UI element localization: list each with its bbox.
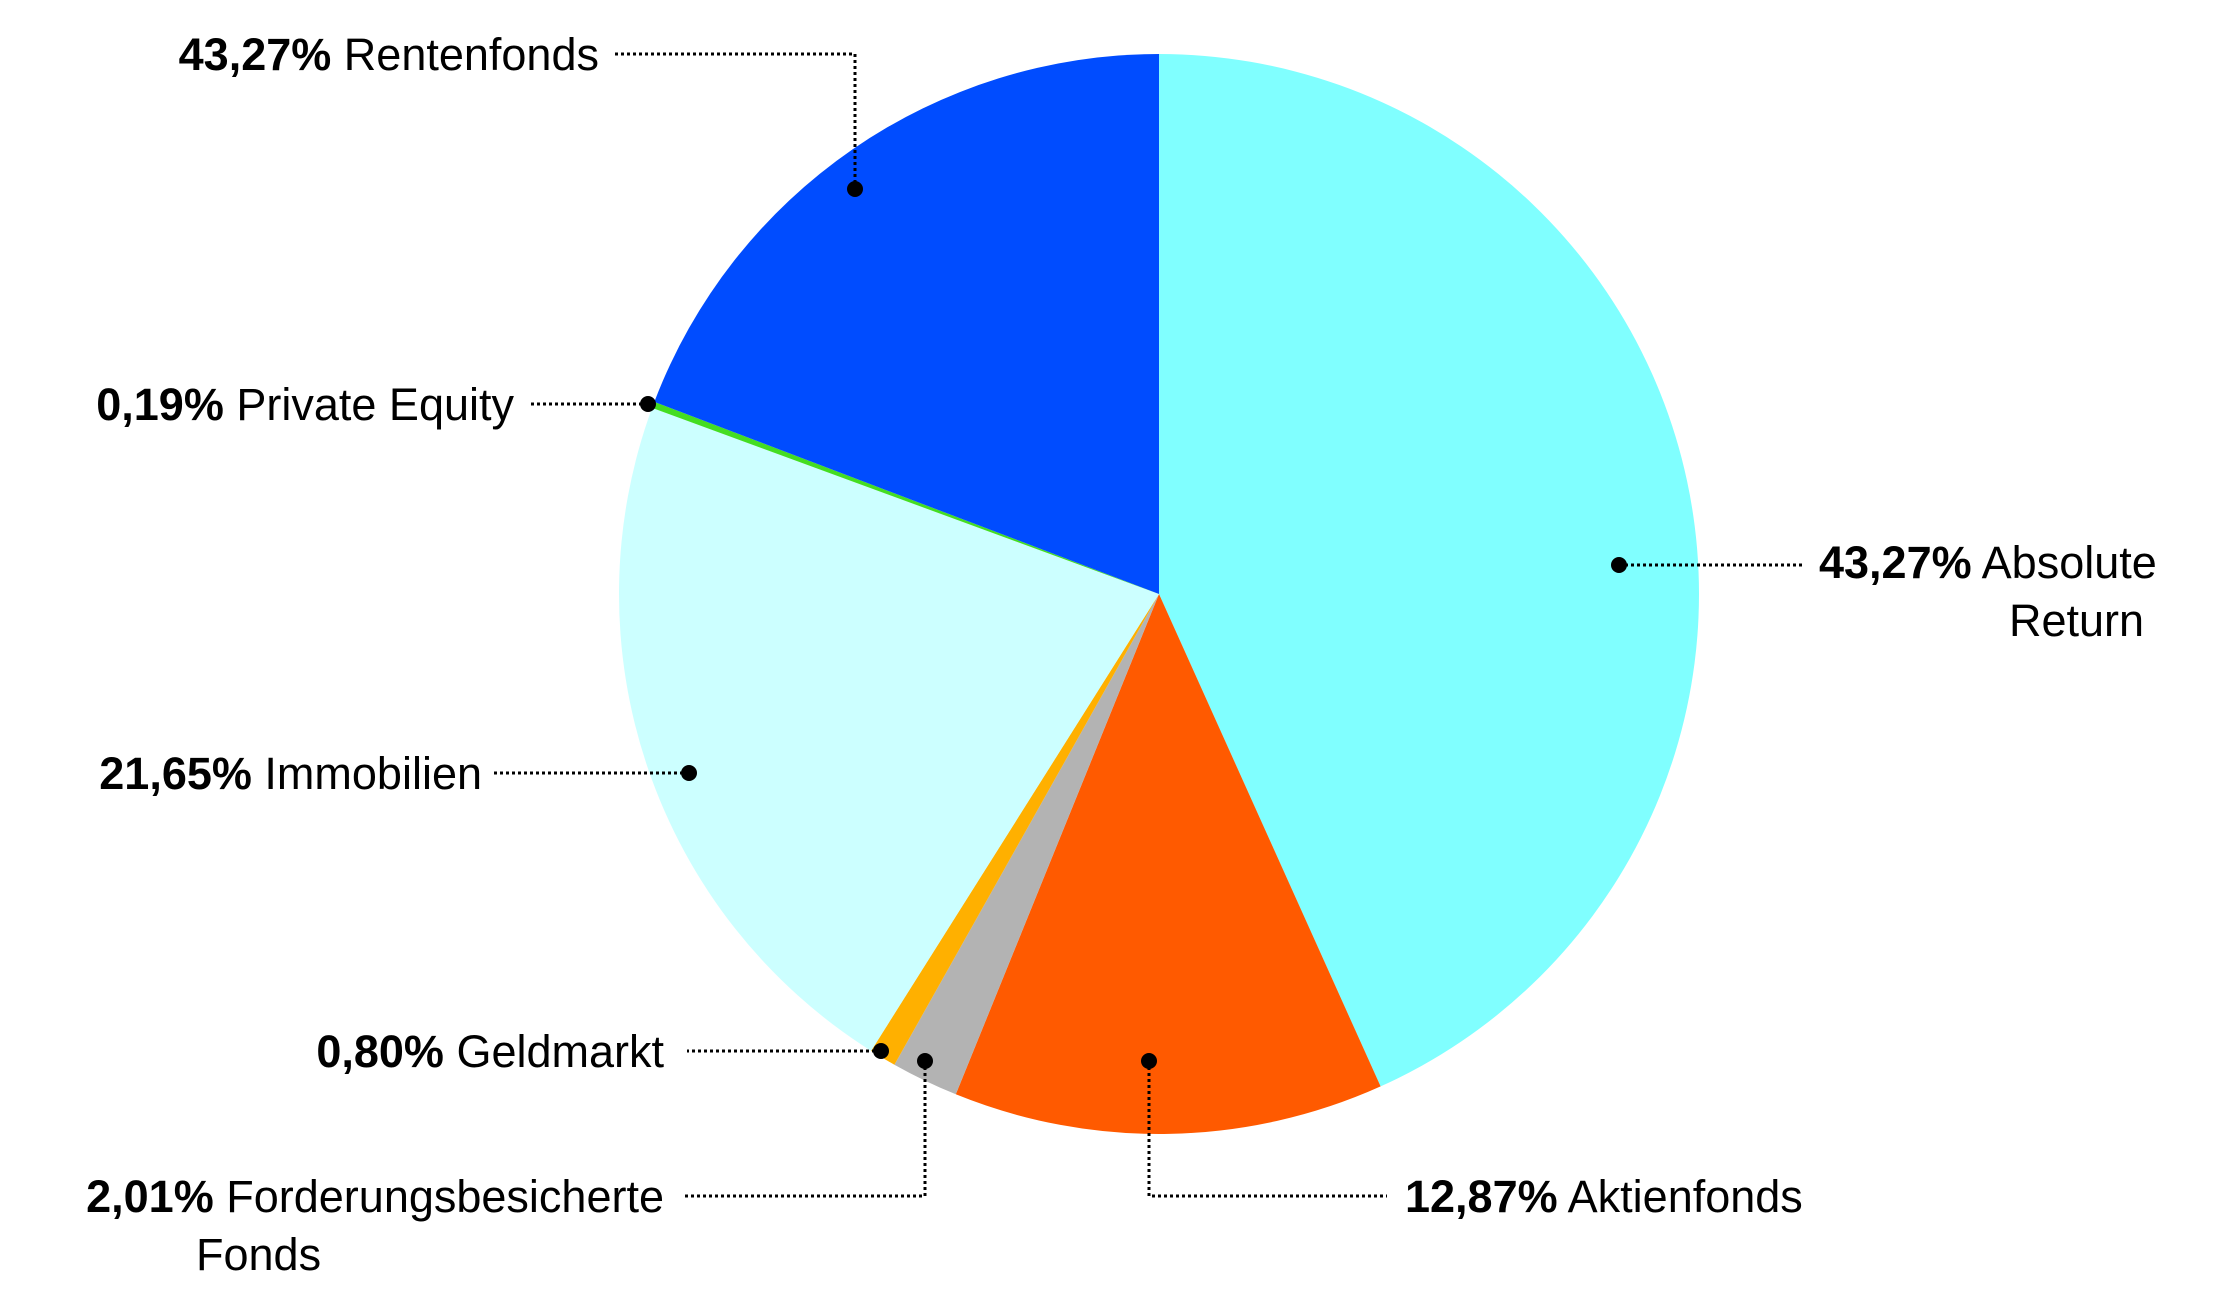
svg-text:43,27% Rentenfonds: 43,27% Rentenfonds (179, 29, 599, 80)
leader-dot (873, 1043, 889, 1059)
leader-dot (1141, 1053, 1157, 1069)
pie-slice-geldmarkt (871, 594, 1159, 1065)
pie-slice-absolute (1159, 54, 1699, 1087)
slice-label: Absolute (1982, 537, 2157, 588)
leader-dot (1611, 557, 1627, 573)
slice-percent: 0,80% (316, 1026, 444, 1077)
svg-text:0,80% Geldmarkt: 0,80% Geldmarkt (316, 1026, 664, 1077)
pie-slice-aktienfonds (955, 594, 1381, 1134)
label-absolute-return: 43,27% Absolute Return (1611, 537, 2157, 646)
leader-line (613, 52, 857, 189)
svg-text:12,87% Aktienfonds: 12,87% Aktienfonds (1405, 1171, 1803, 1222)
slice-label: Rentenfonds (344, 29, 599, 80)
svg-text:21,65% Immobilien: 21,65% Immobilien (99, 748, 482, 799)
leader-dot (681, 765, 697, 781)
slice-percent: 12,87% (1405, 1171, 1558, 1222)
svg-text:0,19% Private Equity: 0,19% Private Equity (96, 379, 514, 430)
label-aktienfonds: 12,87% Aktienfonds (1141, 1053, 1803, 1222)
slice-percent: 2,01% (86, 1171, 214, 1222)
leader-dot (640, 396, 656, 412)
label-rentenfonds: 43,27% Rentenfonds (179, 29, 863, 197)
leader-dot (917, 1053, 933, 1069)
label-geldmarkt: 0,80% Geldmarkt (316, 1026, 889, 1077)
slice-percent: 43,27% (179, 29, 332, 80)
leader-line (1147, 1061, 1387, 1198)
leader-dot (847, 181, 863, 197)
pie-slice-immobilien (619, 407, 1159, 1051)
slice-label: Geldmarkt (456, 1026, 664, 1077)
slice-label-line2: Return (2009, 595, 2144, 646)
slice-label-line2: Fonds (196, 1229, 321, 1280)
slice-label: Private Equity (236, 379, 514, 430)
pie-slice-forderungsbesicherte (894, 594, 1159, 1095)
svg-text:2,01% Forderungsbesicherte: 2,01% Forderungsbesicherte (86, 1171, 664, 1222)
label-forderungsbesicherte-fonds: 2,01% Forderungsbesicherte Fonds (86, 1053, 933, 1280)
label-immobilien: 21,65% Immobilien (99, 748, 697, 799)
label-private-equity: 0,19% Private Equity (96, 379, 656, 430)
leader-line (684, 1061, 927, 1198)
svg-text:43,27% Absolute: 43,27% Absolute (1819, 537, 2157, 588)
pie-slice-rentenfonds (654, 54, 1159, 594)
slice-label: Forderungsbesicherte (226, 1171, 664, 1222)
pie-slice-private-equity (652, 401, 1159, 594)
slice-label: Immobilien (264, 748, 482, 799)
slice-percent: 21,65% (99, 748, 252, 799)
slice-percent: 43,27% (1819, 537, 1972, 588)
slice-percent: 0,19% (96, 379, 224, 430)
slice-label: Aktienfonds (1568, 1171, 1803, 1222)
